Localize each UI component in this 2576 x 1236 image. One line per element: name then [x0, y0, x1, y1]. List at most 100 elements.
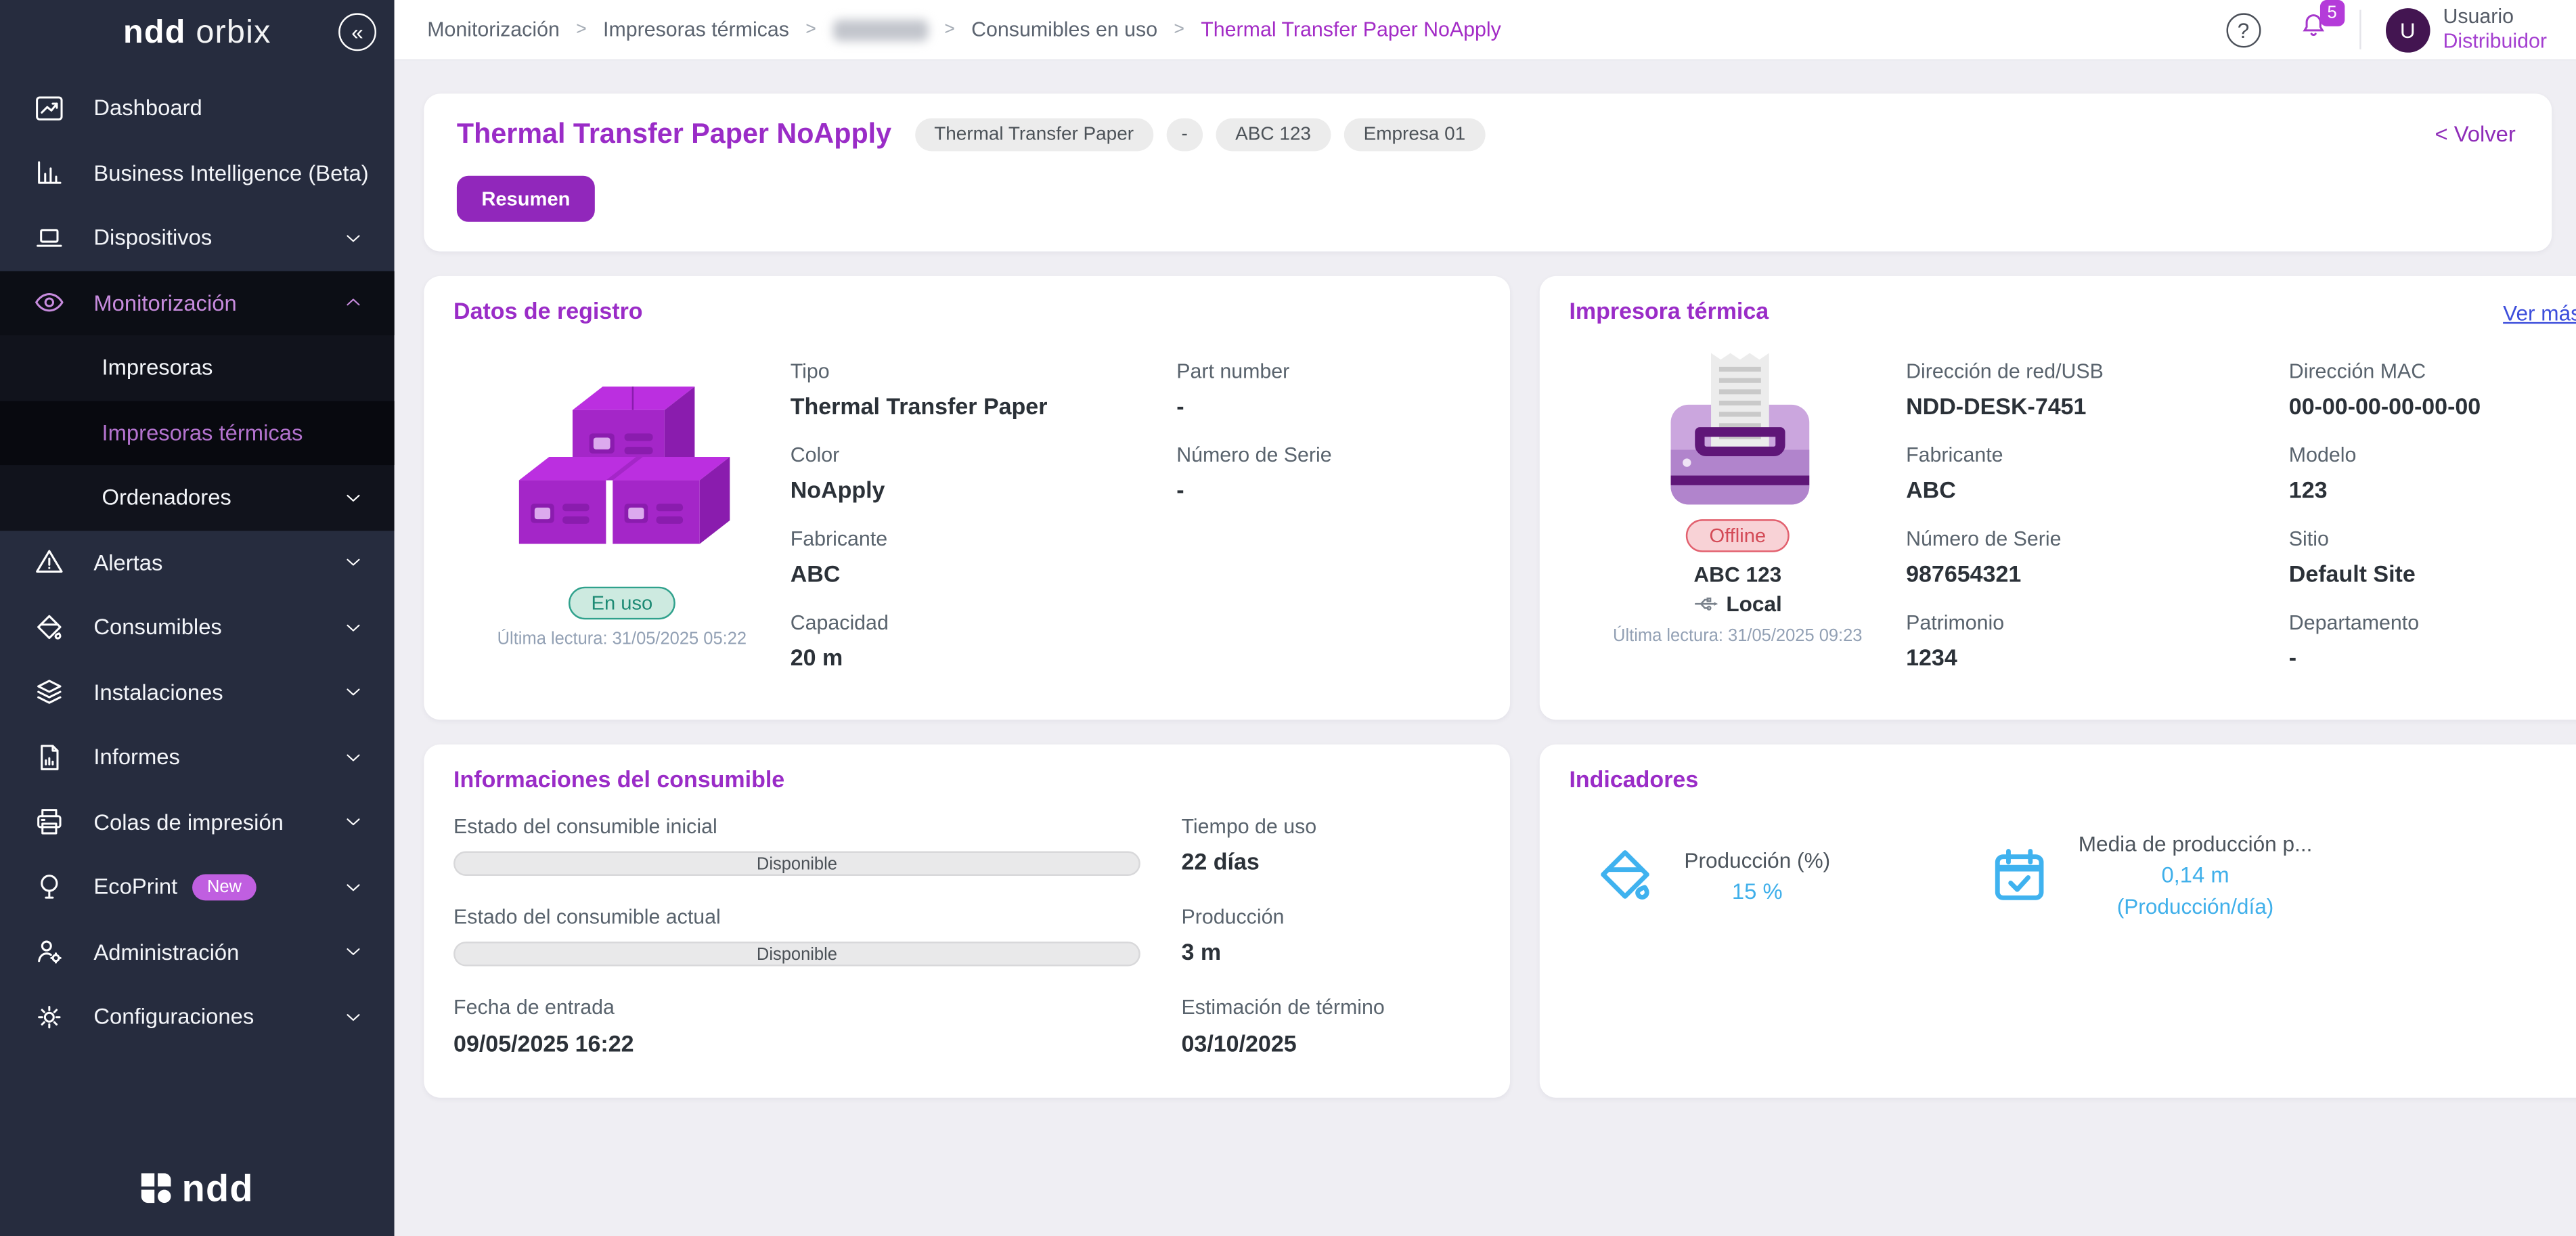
field-label: Número de Serie: [1906, 527, 2062, 551]
sidebar-item-label: Business Intelligence (Beta): [93, 160, 369, 185]
collapse-icon: «: [351, 20, 363, 45]
sidebar-item-administracion[interactable]: Administración: [0, 919, 395, 984]
indicator-label: Media de producción p...: [2078, 831, 2313, 856]
sidebar-item-impresoras-termicas[interactable]: Impresoras térmicas: [0, 400, 395, 466]
help-button[interactable]: ?: [2226, 12, 2261, 47]
chevron-down-icon: [347, 753, 360, 761]
sidebar-item-configuraciones[interactable]: Configuraciones: [0, 984, 395, 1049]
card-title: Indicadores: [1569, 766, 1699, 793]
notifications-button[interactable]: 5: [2296, 0, 2345, 50]
ver-mas-link[interactable]: Ver más: [2503, 301, 2576, 326]
brand-logo: ndd orbix: [123, 14, 271, 52]
printer-name: ABC 123: [1693, 562, 1782, 587]
last-read-text: Última lectura: 31/05/2025 05:22: [497, 629, 747, 649]
field-label: Fabricante: [790, 527, 888, 551]
back-link[interactable]: < Volver: [2435, 121, 2516, 147]
tab-resumen[interactable]: Resumen: [456, 175, 595, 222]
breadcrumb-item-consumibles-en-uso[interactable]: Consumibles en uso: [971, 18, 1158, 41]
field-label: Capacidad: [790, 611, 889, 635]
sidebar-item-business-intelligence[interactable]: Business Intelligence (Beta): [0, 141, 395, 206]
bar-chart-icon: [38, 161, 62, 185]
field-label: Color: [790, 443, 840, 467]
field-value: NDD-DESK-7451: [1906, 393, 2087, 420]
sidebar-item-colas-impresion[interactable]: Colas de impresión: [0, 790, 395, 855]
sidebar-item-label: Colas de impresión: [93, 810, 284, 835]
field-value: ABC: [1906, 477, 1956, 503]
indicator-media-produccion: Media de producción p... 0,14 m (Producc…: [1986, 831, 2313, 919]
card-title: Informaciones del consumible: [453, 766, 785, 793]
progress-bar-inicial: Disponible: [453, 851, 1140, 876]
monitorizacion-section: Monitorización Impresoras Impresoras tér…: [0, 270, 395, 530]
boxes-illustration: [518, 387, 730, 544]
field-value: Default Site: [2288, 560, 2416, 587]
notification-count-badge: 5: [2319, 0, 2345, 26]
consumable-illustration-column: En uso Última lectura: 31/05/2025 05:22: [453, 340, 791, 695]
chevron-down-icon: [347, 494, 360, 502]
chevron-down-icon: [347, 689, 360, 696]
sidebar-logo-row: ndd orbix «: [0, 0, 395, 66]
page-header-panel: Thermal Transfer Paper NoApply Thermal T…: [424, 93, 2552, 252]
tree-icon: [41, 874, 58, 899]
breadcrumb-separator: >: [805, 20, 816, 40]
eye-icon: [35, 293, 64, 312]
indicator-value: 0,14 m: [2161, 862, 2229, 887]
field-value: -: [1176, 393, 1184, 420]
field-value: 00-00-00-00-00-00: [2288, 393, 2481, 420]
field-label: Tipo: [790, 359, 830, 383]
breadcrumb-item-monitorizacion[interactable]: Monitorización: [427, 18, 560, 41]
sidebar-item-dispositivos[interactable]: Dispositivos: [0, 205, 395, 270]
avatar[interactable]: U: [2385, 7, 2430, 52]
chevron-down-icon: [347, 818, 360, 826]
status-badge-offline: Offline: [1686, 519, 1790, 552]
card-title: Impresora térmica: [1569, 297, 1769, 324]
field-value: 123: [2288, 477, 2328, 503]
breadcrumb-item-impresoras-termicas[interactable]: Impresoras térmicas: [603, 18, 789, 41]
card-informaciones-consumible: Informaciones del consumible Estado del …: [424, 744, 1511, 1098]
usb-icon: [1693, 597, 1718, 611]
sidebar-item-alertas[interactable]: Alertas: [0, 530, 395, 595]
chevron-down-icon: [347, 624, 360, 632]
field-label: Número de Serie: [1176, 443, 1332, 467]
sidebar-item-ordenadores[interactable]: Ordenadores: [0, 465, 395, 530]
field-label: Estado del consumible inicial: [453, 815, 717, 839]
field-label: Patrimonio: [1906, 611, 2005, 635]
field-label: Tiempo de uso: [1181, 815, 1317, 839]
chevron-down-icon: [347, 234, 360, 242]
user-block[interactable]: Usuario Distribuidor: [2443, 5, 2546, 54]
field-value: 987654321: [1906, 560, 2022, 587]
sidebar-collapse-button[interactable]: «: [338, 13, 376, 51]
breadcrumb-item-redacted[interactable]: [832, 18, 928, 41]
sidebar-item-label: Monitorización: [93, 290, 237, 315]
user-gear-icon: [38, 941, 62, 965]
sidebar-item-instalaciones[interactable]: Instalaciones: [0, 660, 395, 725]
field-value: 03/10/2025: [1181, 1030, 1297, 1057]
topbar: Monitorización > Impresoras térmicas > >…: [394, 0, 2576, 61]
alert-triangle-icon: [36, 550, 63, 573]
card-datos-de-registro: Datos de registro: [424, 275, 1511, 720]
sidebar-item-impresoras[interactable]: Impresoras: [0, 335, 395, 400]
breadcrumb-current: Thermal Transfer Paper NoApply: [1201, 18, 1501, 41]
field-label: Estado del consumible actual: [453, 905, 721, 929]
ink-drop-icon: [1601, 849, 1649, 899]
gear-icon: [38, 1005, 61, 1028]
printer-icon: [37, 809, 62, 835]
sidebar-item-ecoprint[interactable]: EcoPrint New: [0, 854, 395, 919]
field-label: Estimación de término: [1181, 996, 1385, 1019]
sidebar-item-dashboard[interactable]: Dashboard: [0, 76, 395, 141]
progress-bar-label: Disponible: [756, 944, 837, 964]
indicator-label: Producción (%): [1684, 847, 1831, 872]
sidebar-item-informes[interactable]: Informes: [0, 725, 395, 790]
sidebar-item-label: Administración: [93, 940, 240, 965]
field-label: Part number: [1176, 359, 1290, 383]
thermal-printer-illustration: [1670, 353, 1809, 505]
sidebar-item-monitorizacion[interactable]: Monitorización: [0, 270, 395, 336]
tag-type: Thermal Transfer Paper: [914, 118, 1154, 152]
field-value: 09/05/2025 16:22: [453, 1030, 634, 1057]
content: Thermal Transfer Paper NoApply Thermal T…: [394, 60, 2576, 1236]
sidebar-item-label: Ordenadores: [102, 485, 231, 510]
sidebar-item-consumibles[interactable]: Consumibles: [0, 595, 395, 660]
field-label: Fecha de entrada: [453, 996, 615, 1019]
estimacion-block: Estimación de término 03/10/2025: [1182, 996, 1481, 1057]
chevron-down-icon: [347, 1013, 360, 1021]
